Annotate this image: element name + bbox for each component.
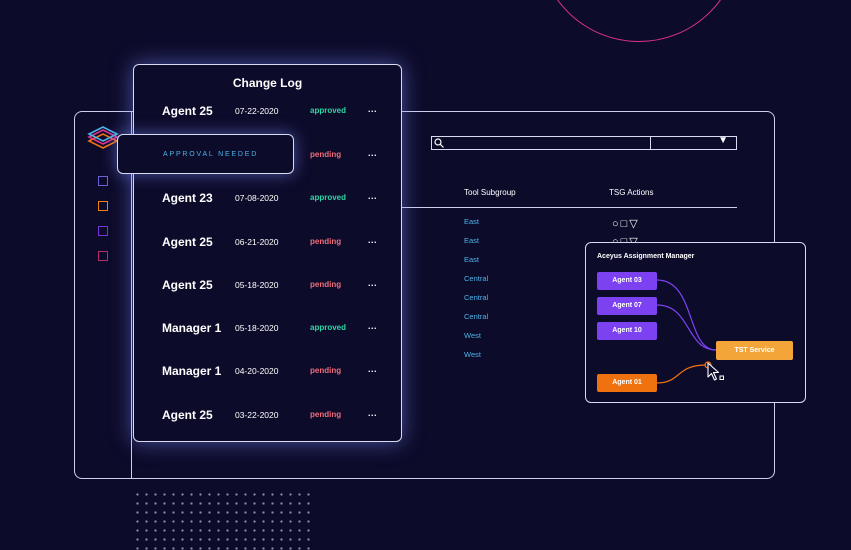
tsg-actions-icons[interactable]: ○□▽ — [612, 218, 640, 230]
column-header-tool-subgroup: Tool Subgroup — [464, 188, 516, 197]
subgroup-cell: East — [464, 217, 480, 226]
status-badge: approved — [310, 193, 347, 202]
more-options-button[interactable]: ... — [368, 148, 378, 158]
decorative-dot-grid — [133, 490, 313, 550]
change-author: Agent 23 — [162, 191, 213, 205]
change-author: Agent 25 — [162, 278, 213, 292]
subgroup-cell: East — [464, 255, 480, 264]
chevron-down-icon[interactable]: ▼ — [718, 135, 728, 146]
agent-chip-01[interactable]: Agent 01 — [597, 374, 657, 392]
more-options-button[interactable]: ... — [368, 104, 378, 114]
subgroup-cell: Central — [464, 312, 489, 321]
list-item[interactable]: Agent 25 05-18-2020 pending ... — [134, 278, 401, 298]
assignment-manager-panel: Aceyus Assignment Manager Agent 03 Agent… — [585, 242, 806, 403]
sidebar-divider — [131, 112, 132, 478]
more-options-button[interactable]: ... — [368, 191, 378, 201]
decorative-circle — [538, 0, 740, 42]
status-badge: pending — [310, 366, 342, 375]
list-item[interactable]: Agent 25 06-21-2020 pending ... — [134, 235, 401, 255]
status-badge: pending — [310, 280, 342, 289]
assignment-manager-title: Aceyus Assignment Manager — [597, 253, 695, 260]
status-badge: pending — [310, 150, 342, 159]
change-date: 05-18-2020 — [235, 323, 279, 333]
status-badge: pending — [310, 237, 342, 246]
sidebar-item-4[interactable] — [98, 251, 108, 261]
layers-logo-icon[interactable] — [87, 126, 119, 158]
status-badge: approved — [310, 323, 347, 332]
change-date: 05-18-2020 — [235, 280, 279, 290]
tst-service-target[interactable]: TST Service — [716, 341, 793, 360]
sidebar-item-1[interactable] — [98, 176, 108, 186]
more-options-button[interactable]: ... — [368, 408, 378, 418]
list-item[interactable]: Agent 25 07-22-2020 approved ... — [134, 104, 401, 124]
subgroup-cell: Central — [464, 293, 489, 302]
search-input[interactable]: ▼ — [431, 135, 737, 150]
subgroup-cell: Central — [464, 274, 489, 283]
list-item[interactable]: Agent 23 07-08-2020 approved ... — [134, 191, 401, 211]
status-badge: approved — [310, 106, 347, 115]
change-date: 04-20-2020 — [235, 366, 279, 376]
list-item[interactable]: Agent 25 03-22-2020 pending ... — [134, 408, 401, 428]
table-header-divider — [402, 207, 737, 208]
change-date: 07-08-2020 — [235, 193, 279, 203]
search-icon — [434, 138, 444, 148]
sidebar-item-2[interactable] — [98, 201, 108, 211]
cursor-icon — [707, 362, 724, 381]
change-log-panel: Change Log Agent 25 07-22-2020 approved … — [133, 64, 402, 442]
change-date: 06-21-2020 — [235, 237, 279, 247]
sidebar-item-3[interactable] — [98, 226, 108, 236]
more-options-button[interactable]: ... — [368, 235, 378, 245]
column-header-tsg-actions: TSG Actions — [609, 188, 654, 197]
subgroup-cell: West — [464, 331, 481, 340]
search-divider — [650, 137, 651, 149]
approval-needed-label: APPROVAL NEEDED — [163, 151, 259, 158]
status-badge: pending — [310, 410, 342, 419]
change-date: 03-22-2020 — [235, 410, 279, 420]
change-author: Agent 25 — [162, 104, 213, 118]
change-log-title: Change Log — [232, 76, 303, 90]
list-item[interactable]: Manager 1 04-20-2020 pending ... — [134, 364, 401, 384]
change-author: Agent 25 — [162, 408, 213, 422]
list-item[interactable]: pending ... — [134, 148, 401, 168]
agent-chip-10[interactable]: Agent 10 — [597, 322, 657, 340]
more-options-button[interactable]: ... — [368, 278, 378, 288]
more-options-button[interactable]: ... — [368, 321, 378, 331]
change-author: Manager 1 — [162, 364, 222, 378]
agent-chip-07[interactable]: Agent 07 — [597, 297, 657, 315]
change-author: Manager 1 — [162, 321, 222, 335]
list-item[interactable]: Manager 1 05-18-2020 approved ... — [134, 321, 401, 341]
agent-chip-03[interactable]: Agent 03 — [597, 272, 657, 290]
approval-needed-banner[interactable]: APPROVAL NEEDED — [117, 134, 294, 174]
more-options-button[interactable]: ... — [368, 364, 378, 374]
subgroup-cell: East — [464, 236, 480, 245]
change-author: Agent 25 — [162, 235, 213, 249]
change-date: 07-22-2020 — [235, 106, 279, 116]
subgroup-cell: West — [464, 350, 481, 359]
